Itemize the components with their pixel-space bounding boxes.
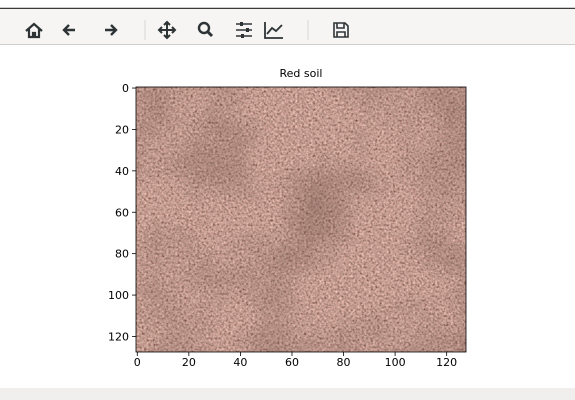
screen: Red soil 0 20 40 60 80 100 120 0 20 40 60 80 100 120: [0, 0, 575, 400]
x-tick-label: 80: [337, 356, 351, 369]
y-tick-label: 80: [115, 248, 129, 261]
toolbar: [0, 9, 575, 45]
y-tick-label: 120: [108, 330, 129, 343]
y-tick-label: 0: [122, 82, 129, 95]
x-tick-label: 60: [285, 356, 299, 369]
x-tick-label: 0: [134, 356, 141, 369]
x-tick-label: 100: [385, 356, 406, 369]
window-top: [0, 0, 575, 8]
x-tick-label: 120: [436, 356, 457, 369]
y-tick-label: 40: [115, 165, 129, 178]
x-tick-label: 40: [233, 356, 247, 369]
status-bar: [0, 388, 575, 400]
chart-title: Red soil: [280, 67, 323, 80]
image-shade: [136, 87, 466, 352]
y-tick-label: 100: [108, 289, 129, 302]
y-tick-label: 20: [115, 123, 129, 136]
plot: 0 20 40 60 80 100 120 0 20 40 60 80 100 120: [108, 82, 466, 369]
x-tick-label: 20: [182, 356, 196, 369]
y-tick-label: 60: [115, 206, 129, 219]
window: {"chart_data": {"type": "image", "title"…: [0, 0, 575, 400]
